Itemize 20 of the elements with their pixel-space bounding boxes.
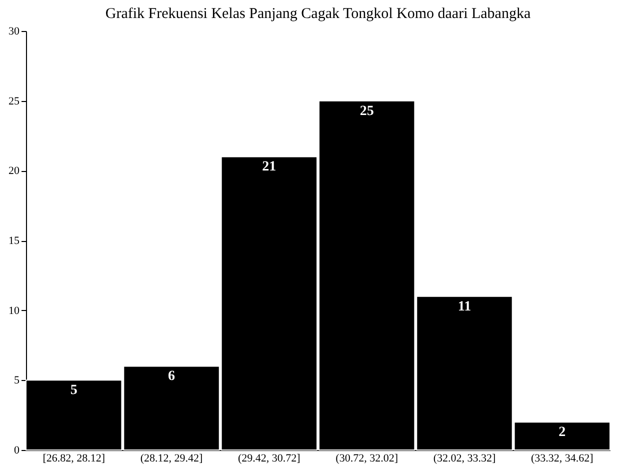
- data-label: 6: [168, 369, 176, 384]
- data-label: 2: [558, 425, 566, 440]
- data-label: 11: [458, 299, 472, 314]
- y-tick-label: 0: [14, 444, 20, 456]
- chart-title: Grafik Frekuensi Kelas Panjang Cagak Tongkol Komo daari Labangka: [105, 6, 531, 22]
- y-tick-label: 30: [8, 26, 20, 38]
- y-tick-label: 10: [8, 304, 20, 317]
- x-tick-label: (30.72, 32.02]: [336, 452, 398, 464]
- x-tick-label: (33.32, 34.62]: [530, 452, 594, 464]
- y-tick-label: 15: [8, 235, 20, 247]
- y-tick-label: 20: [8, 165, 20, 178]
- x-tick-label: (28.12, 29.42]: [140, 452, 203, 464]
- data-label: 25: [360, 104, 374, 119]
- data-label: 5: [70, 383, 78, 398]
- y-tick-label: 5: [14, 374, 20, 387]
- data-label: 21: [262, 160, 276, 175]
- x-tick-label: (29.42, 30.72]: [238, 452, 300, 464]
- y-tick-label: 25: [8, 95, 20, 108]
- x-tick-label: (32.02, 33.32]: [433, 452, 496, 464]
- x-tick-label: [26.82, 28.12]: [42, 452, 106, 464]
